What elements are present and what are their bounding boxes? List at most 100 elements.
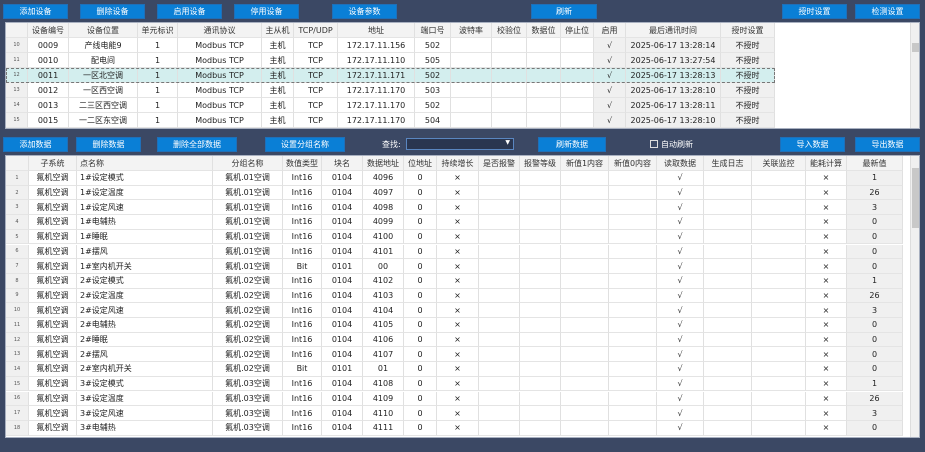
table-row[interactable]: 12 0011 一区北空调 1 Modbus TCP 主机 TCP 172.17.11.171… <box>6 68 775 83</box>
table-cell: Int16 <box>283 171 322 186</box>
column-header[interactable]: 位地址 <box>404 156 437 171</box>
column-header[interactable]: TCP/UDP <box>294 23 338 38</box>
table-row[interactable]: 9 氟机空调 2#设定温度 氟机.02空调 Int16 0104 4103 0 × √ × 26 <box>6 288 903 304</box>
column-header[interactable]: 通讯协议 <box>178 23 262 38</box>
table-cell <box>479 420 520 436</box>
table-row[interactable]: 4 氟机空调 1#电辅热 氟机.01空调 Int16 0104 4099 0 × √ × 0 <box>6 215 903 230</box>
table-row[interactable]: 3 氟机空调 1#设定风速 氟机.01空调 Int16 0104 4098 0 × √ × 3 <box>6 200 903 216</box>
enable-device-button[interactable]: 启用设备 <box>157 4 222 19</box>
table-row[interactable]: 13 氟机空调 2#摆风 氟机.02空调 Int16 0104 4107 0 × √ × 0 <box>6 347 903 363</box>
table-row[interactable]: 1 氟机空调 1#设定模式 氟机.01空调 Int16 0104 4096 0 × √ × 1 <box>6 171 903 186</box>
add-device-button[interactable]: 添加设备 <box>3 4 68 19</box>
table-cell: 2025-06-17 13:27:54 <box>626 53 721 68</box>
column-header[interactable]: 数值类型 <box>283 156 322 171</box>
search-combobox[interactable]: ▼ <box>406 138 514 150</box>
column-header[interactable]: 子系统 <box>29 156 77 171</box>
delete-device-button[interactable]: 删除设备 <box>80 4 145 19</box>
table-cell <box>479 406 520 421</box>
table-row[interactable]: 15 0015 一二区东空调 1 Modbus TCP 主机 TCP 172.17.11.17… <box>6 113 775 128</box>
column-header[interactable]: 设备位置 <box>69 23 138 38</box>
table-row[interactable]: 10 氟机空调 2#设定风速 氟机.02空调 Int16 0104 4104 0 × √ × 3 <box>6 303 903 318</box>
column-header[interactable]: 报警等级 <box>520 156 561 171</box>
column-header[interactable]: 最后通讯时间 <box>626 23 721 38</box>
auto-refresh-checkbox[interactable] <box>650 140 658 148</box>
table-row[interactable]: 11 氟机空调 2#电辅热 氟机.02空调 Int16 0104 4105 0 × √ × 0 <box>6 318 903 333</box>
column-header[interactable]: 持续增长 <box>437 156 479 171</box>
disable-device-button[interactable]: 停用设备 <box>234 4 299 19</box>
refresh-data-button[interactable]: 刷新数据 <box>538 137 606 152</box>
column-header[interactable]: 数据地址 <box>363 156 404 171</box>
table-cell: × <box>437 318 479 333</box>
detect-settings-button[interactable]: 检测设置 <box>855 4 920 19</box>
column-header[interactable]: 点名称 <box>77 156 213 171</box>
search-label: 查找: <box>382 140 401 149</box>
column-header[interactable]: 关联监控 <box>752 156 806 171</box>
refresh-button[interactable]: 刷新 <box>531 4 597 19</box>
column-header[interactable]: 波特率 <box>451 23 492 38</box>
column-header[interactable]: 读取数据 <box>657 156 704 171</box>
table-cell: 配电间 <box>69 53 138 68</box>
column-header[interactable]: 授时设置 <box>721 23 775 38</box>
column-header[interactable]: 生成日志 <box>704 156 752 171</box>
column-header[interactable]: 块名 <box>322 156 363 171</box>
delete-all-data-button[interactable]: 删除全部数据 <box>157 137 237 152</box>
table-cell <box>520 244 561 260</box>
table-cell <box>752 259 806 274</box>
table-cell: 172.17.11.171 <box>338 68 415 83</box>
corner-cell[interactable] <box>6 23 28 38</box>
device-table-scrollbar[interactable] <box>910 23 919 128</box>
table-row[interactable]: 6 氟机空调 1#摆风 氟机.01空调 Int16 0104 4101 0 × √ × 0 <box>6 244 903 260</box>
table-row[interactable]: 11 0010 配电间 1 Modbus TCP 主机 TCP 172.17.11.110 50… <box>6 53 775 68</box>
column-header[interactable]: 校验位 <box>492 23 527 38</box>
table-row[interactable]: 16 氟机空调 3#设定温度 氟机.03空调 Int16 0104 4109 0 × √ × 26 <box>6 391 903 407</box>
column-header[interactable]: 停止位 <box>561 23 594 38</box>
column-header[interactable]: 端口号 <box>415 23 451 38</box>
timing-settings-button[interactable]: 授时设置 <box>782 4 847 19</box>
delete-data-button[interactable]: 删除数据 <box>76 137 141 152</box>
column-header[interactable]: 是否报警 <box>479 156 520 171</box>
table-row[interactable]: 2 氟机空调 1#设定温度 氟机.01空调 Int16 0104 4097 0 × √ × 26 <box>6 185 903 201</box>
table-row[interactable]: 12 氟机空调 2#睡眠 氟机.02空调 Int16 0104 4106 0 × √ × 0 <box>6 332 903 348</box>
table-cell: 0 <box>404 185 437 201</box>
column-header[interactable]: 数据位 <box>527 23 561 38</box>
corner-cell[interactable] <box>6 156 29 171</box>
table-row[interactable]: 14 0013 二三区西空调 1 Modbus TCP 主机 TCP 172.17.11.17… <box>6 98 775 113</box>
add-data-button[interactable]: 添加数据 <box>3 137 68 152</box>
table-row[interactable]: 5 氟机空调 1#睡眠 氟机.01空调 Int16 0104 4100 0 × √ × 0 <box>6 229 903 245</box>
column-header[interactable]: 主从机 <box>262 23 294 38</box>
table-row[interactable]: 18 氟机空调 3#电辅热 氟机.03空调 Int16 0104 4111 0 × √ × 0 <box>6 420 903 436</box>
column-header[interactable]: 能耗计算 <box>806 156 847 171</box>
table-row[interactable]: 13 0012 一区西空调 1 Modbus TCP 主机 TCP 172.17.11.170… <box>6 83 775 98</box>
table-cell <box>520 376 561 392</box>
import-data-button[interactable]: 导入数据 <box>780 137 845 152</box>
table-cell: 主机 <box>262 83 294 98</box>
column-header[interactable]: 新值1内容 <box>561 156 609 171</box>
export-data-button[interactable]: 导出数据 <box>855 137 920 152</box>
table-cell <box>609 288 657 304</box>
table-cell: √ <box>594 83 626 98</box>
table-cell: √ <box>657 229 704 245</box>
table-cell: √ <box>657 200 704 216</box>
table-row[interactable]: 14 氟机空调 2#室内机开关 氟机.02空调 Bit 0101 01 0 × √ × 0 <box>6 362 903 377</box>
column-header[interactable]: 单元标识 <box>138 23 178 38</box>
set-group-name-button[interactable]: 设置分组名称 <box>265 137 345 152</box>
table-row[interactable]: 10 0009 产线电能9 1 Modbus TCP 主机 TCP 172.17.11.156… <box>6 38 775 53</box>
table-cell: 1 <box>847 376 903 392</box>
column-header[interactable]: 新值0内容 <box>609 156 657 171</box>
table-cell <box>520 185 561 201</box>
table-row[interactable]: 15 氟机空调 3#设定模式 氟机.03空调 Int16 0104 4108 0 × √ × 1 <box>6 376 903 392</box>
column-header[interactable]: 最新值 <box>847 156 903 171</box>
table-row[interactable]: 7 氟机空调 1#室内机开关 氟机.01空调 Bit 0101 00 0 × √ × 0 <box>6 259 903 274</box>
column-header[interactable]: 设备编号 <box>28 23 69 38</box>
table-row[interactable]: 17 氟机空调 3#设定风速 氟机.03空调 Int16 0104 4110 0 × √ × 3 <box>6 406 903 421</box>
scrollbar-thumb[interactable] <box>912 43 919 52</box>
table-cell: 502 <box>415 68 451 83</box>
column-header[interactable]: 分组名称 <box>213 156 283 171</box>
table-row[interactable]: 8 氟机空调 2#设定模式 氟机.02空调 Int16 0104 4102 0 × √ × 1 <box>6 273 903 289</box>
column-header[interactable]: 地址 <box>338 23 415 38</box>
device-params-button[interactable]: 设备参数 <box>332 4 397 19</box>
scrollbar-thumb[interactable] <box>912 168 919 228</box>
column-header[interactable]: 启用 <box>594 23 626 38</box>
table-cell <box>520 273 561 289</box>
data-table-scrollbar[interactable] <box>910 156 919 437</box>
